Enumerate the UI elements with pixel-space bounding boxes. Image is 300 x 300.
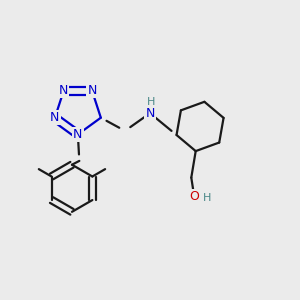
Text: N: N: [50, 111, 60, 124]
Text: O: O: [189, 190, 199, 203]
Text: N: N: [145, 107, 155, 120]
Text: H: H: [203, 193, 212, 203]
Text: H: H: [147, 97, 156, 107]
Text: N: N: [73, 128, 83, 141]
Text: N: N: [87, 84, 97, 97]
Text: N: N: [59, 84, 68, 97]
